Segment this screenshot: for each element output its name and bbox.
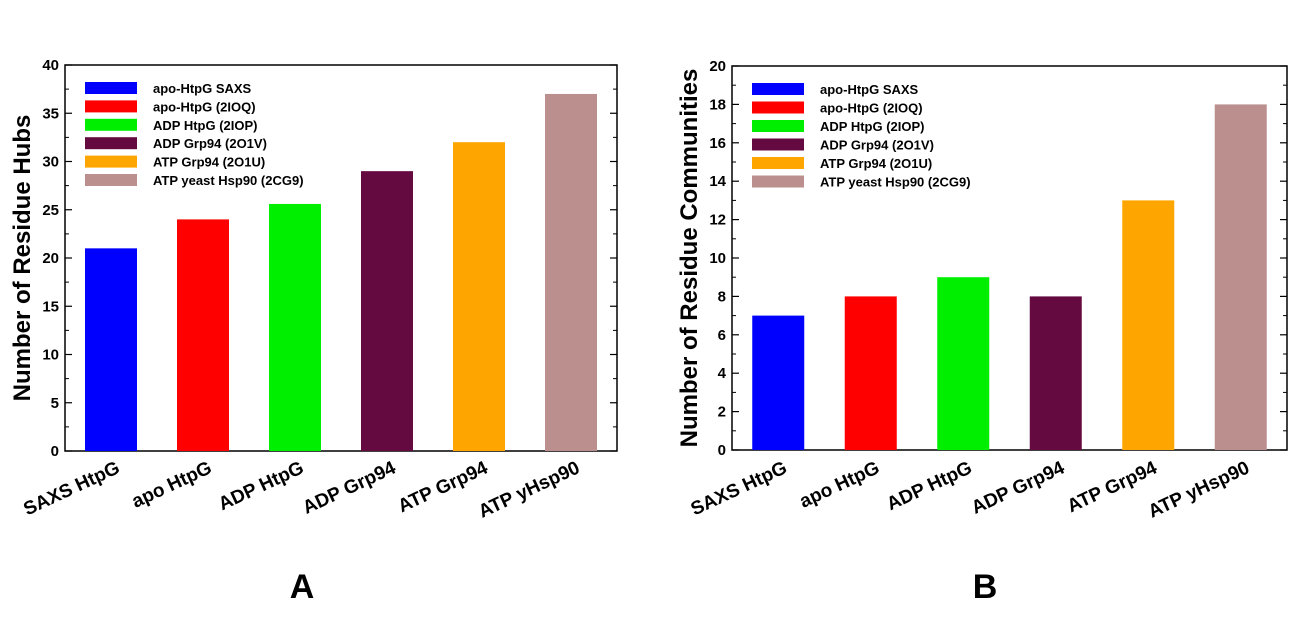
legend-label: apo-HtpG SAXS xyxy=(820,82,919,97)
legend-swatch xyxy=(752,83,804,95)
y-tick-label: 16 xyxy=(709,135,726,152)
plot-frame xyxy=(64,64,618,452)
bar xyxy=(937,277,990,450)
bar xyxy=(1214,104,1267,451)
y-tick-label: 10 xyxy=(42,347,59,364)
y-tick-label: 4 xyxy=(718,365,727,382)
y-tick-label: 10 xyxy=(709,250,726,267)
legend-label: ADP Grp94 (2O1V) xyxy=(153,136,267,151)
x-tick-label: SAXS HtpG xyxy=(688,457,791,520)
y-tick-label: 2 xyxy=(718,404,726,421)
legend-swatch xyxy=(85,118,137,131)
bar xyxy=(844,296,897,450)
x-tick-label: ADP HtpG xyxy=(215,457,307,515)
y-tick-label: 35 xyxy=(42,105,59,122)
x-tick-label: SAXS HtpG xyxy=(20,457,123,520)
x-tick-label: ATP yHsp90 xyxy=(1145,457,1253,522)
x-tick-label: ATP yHsp90 xyxy=(475,457,583,522)
chart-panel-a: 0 5 10 15 20 25 30 35 40 Number of Residue Hubs SA… xyxy=(9,57,618,606)
y-tick-label: 8 xyxy=(718,288,726,305)
legend-label: ADP HtpG (2IOP) xyxy=(153,118,258,133)
legend-label: apo-HtpG (2IOQ) xyxy=(820,101,923,116)
bar xyxy=(361,171,413,451)
legend-swatch xyxy=(752,101,804,114)
legend-swatch xyxy=(752,157,804,169)
bar xyxy=(85,248,137,451)
bar xyxy=(453,142,505,451)
x-tick-label: apo HtpG xyxy=(796,457,882,512)
legend-swatch xyxy=(752,120,804,132)
legend-label: ATP Grp94 (2O1U) xyxy=(820,156,932,171)
y-tick-label: 18 xyxy=(709,96,726,113)
y-tick-label: 0 xyxy=(718,442,726,459)
x-tick-label: apo HtpG xyxy=(129,457,215,512)
legend-label: ATP yeast Hsp90 (2CG9) xyxy=(153,173,304,188)
legend-label: ATP Grp94 (2O1U) xyxy=(153,155,265,170)
legend-swatch xyxy=(85,174,137,186)
legend-swatch xyxy=(85,100,137,113)
y-tick-label: 15 xyxy=(42,298,59,315)
y-tick-label: 12 xyxy=(709,212,726,229)
legend-swatch xyxy=(85,155,137,168)
y-tick-label: 30 xyxy=(42,154,59,171)
x-tick-label: ADP HtpG xyxy=(884,457,976,515)
plot-frame xyxy=(731,65,1288,451)
bar xyxy=(269,203,321,451)
bar xyxy=(1122,200,1175,450)
legend-label: ADP HtpG (2IOP) xyxy=(820,119,925,134)
bar xyxy=(1029,296,1082,450)
legend-swatch xyxy=(752,138,804,151)
y-tick-label: 25 xyxy=(42,202,59,219)
x-tick-label: ADP Grp94 xyxy=(300,457,400,518)
legend-swatch xyxy=(752,175,804,188)
bar xyxy=(545,93,597,451)
bar xyxy=(177,219,229,451)
legend-label: ATP yeast Hsp90 (2CG9) xyxy=(820,175,971,190)
y-tick-label: 5 xyxy=(51,395,59,412)
legend-label: apo-HtpG SAXS xyxy=(153,81,252,96)
y-tick-label: 6 xyxy=(718,327,726,344)
panel-label: A xyxy=(290,568,315,606)
legend-label: apo-HtpG (2IOQ) xyxy=(153,99,256,114)
y-tick-label: 40 xyxy=(42,57,59,74)
y-axis-label: Number of Residue Hubs xyxy=(9,115,36,402)
x-tick-label: ADP Grp94 xyxy=(968,457,1068,518)
y-tick-label: 20 xyxy=(709,58,726,75)
y-tick-label: 20 xyxy=(42,250,59,267)
y-tick-label: 14 xyxy=(709,173,726,190)
panel-label: B xyxy=(973,568,998,606)
y-tick-label: 0 xyxy=(51,443,59,460)
legend-swatch xyxy=(85,137,137,150)
y-axis-label: Number of Residue Communities xyxy=(676,69,703,448)
legend-label: ADP Grp94 (2O1V) xyxy=(820,138,934,153)
legend-swatch xyxy=(85,82,137,94)
chart-panel-b: 0 2 4 6 8 10 12 14 16 18 20 Number of Residue Commu… xyxy=(676,58,1288,606)
bar xyxy=(752,315,805,450)
